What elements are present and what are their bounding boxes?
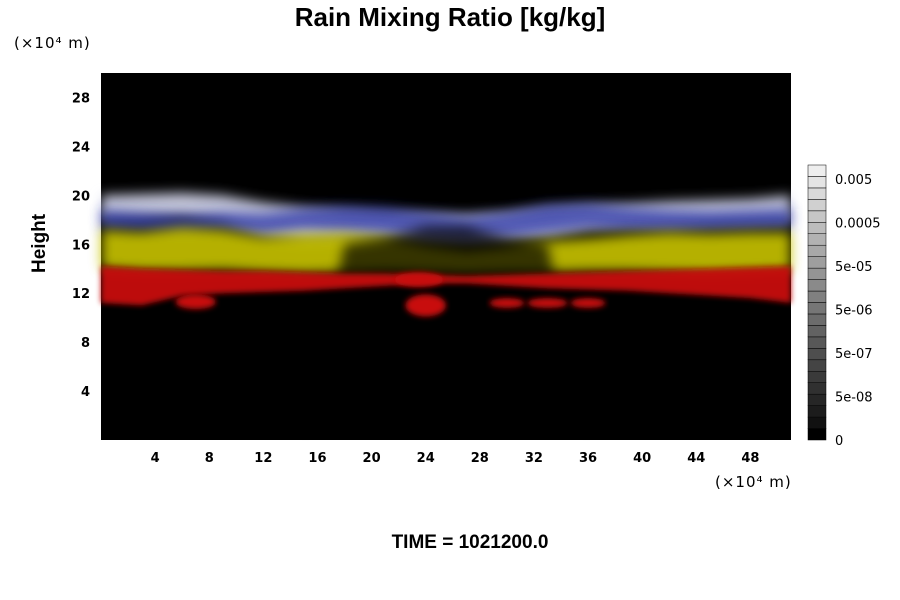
colorbar-level <box>807 371 827 383</box>
x-tick-label: 16 <box>308 451 326 466</box>
red-rain-blob <box>175 294 216 310</box>
colorbar-level <box>807 393 827 406</box>
x-tick-label: 40 <box>633 451 651 466</box>
colorbar-label: 0.005 <box>835 173 872 188</box>
colorbar-label: 0.0005 <box>835 217 881 232</box>
colorbar-level <box>807 325 827 338</box>
colorbar-level <box>807 428 827 441</box>
colorbar-level <box>807 164 827 177</box>
colorbar-level <box>807 267 827 280</box>
colorbar-level <box>807 210 827 223</box>
red-rain-blob <box>394 272 444 288</box>
x-tick-label: 24 <box>417 451 435 466</box>
colorbar-level <box>807 290 827 303</box>
blue-layer <box>101 203 791 240</box>
plot-layers <box>101 192 791 440</box>
colorbar-level <box>807 222 827 235</box>
y-tick-label: 8 <box>81 336 90 351</box>
time-label: TIME = 1021200.0 <box>391 532 549 553</box>
colorbar-label: 5e-06 <box>835 304 873 319</box>
x-axis: 4 8 12 16 20 24 28 32 36 40 44 48 <box>151 435 759 466</box>
colorbar-level <box>807 256 827 269</box>
colorbar-level <box>807 416 827 429</box>
chart-title: Rain Mixing Ratio [kg/kg] <box>294 2 606 32</box>
x-tick-label: 48 <box>741 451 759 466</box>
colorbar-level <box>807 313 827 326</box>
y-tick-label: 12 <box>72 287 90 302</box>
colorbar-level <box>807 187 827 200</box>
colorbar: 0.005 0.0005 5e-05 5e-06 5e-07 5e-08 0 <box>807 164 881 449</box>
x-tick-label: 28 <box>471 451 489 466</box>
colorbar-level <box>807 336 827 349</box>
colorbar-label: 5e-07 <box>835 347 873 362</box>
y-tick-label: 24 <box>72 140 90 155</box>
colorbar-level <box>807 302 827 315</box>
y-tick-label: 16 <box>72 238 90 253</box>
y-axis-unit: (×10⁴ m) <box>14 34 91 52</box>
x-tick-label: 12 <box>254 451 272 466</box>
colorbar-level <box>807 279 827 292</box>
red-rain-blob <box>489 298 525 308</box>
x-axis-unit: (×10⁴ m) <box>715 473 792 491</box>
colorbar-level <box>807 176 827 189</box>
red-rain-blob <box>405 294 446 317</box>
colorbar-level <box>807 382 827 395</box>
red-rain-blob <box>570 298 606 308</box>
colorbar-level <box>807 405 827 418</box>
x-tick-label: 44 <box>687 451 705 466</box>
red-rain-blob <box>527 298 568 308</box>
y-tick-label: 20 <box>72 189 90 204</box>
colorbar-label: 5e-08 <box>835 391 873 406</box>
colorbar-level <box>807 244 827 257</box>
colorbar-level <box>807 233 827 246</box>
y-tick-label: 28 <box>72 91 90 106</box>
colorbar-level <box>807 359 827 372</box>
y-tick-label: 4 <box>81 385 90 400</box>
red-layer <box>101 266 791 306</box>
x-tick-label: 20 <box>363 451 381 466</box>
colorbar-label: 5e-05 <box>835 260 873 275</box>
x-tick-label: 8 <box>205 451 214 466</box>
colorbar-level <box>807 199 827 212</box>
x-tick-label: 36 <box>579 451 597 466</box>
colorbar-label: 0 <box>835 434 843 449</box>
colorbar-level <box>807 348 827 361</box>
y-axis: 4 8 12 16 20 24 28 <box>72 91 90 400</box>
dark-gap-region <box>101 225 791 440</box>
x-tick-label: 4 <box>151 451 160 466</box>
x-tick-label: 32 <box>525 451 543 466</box>
